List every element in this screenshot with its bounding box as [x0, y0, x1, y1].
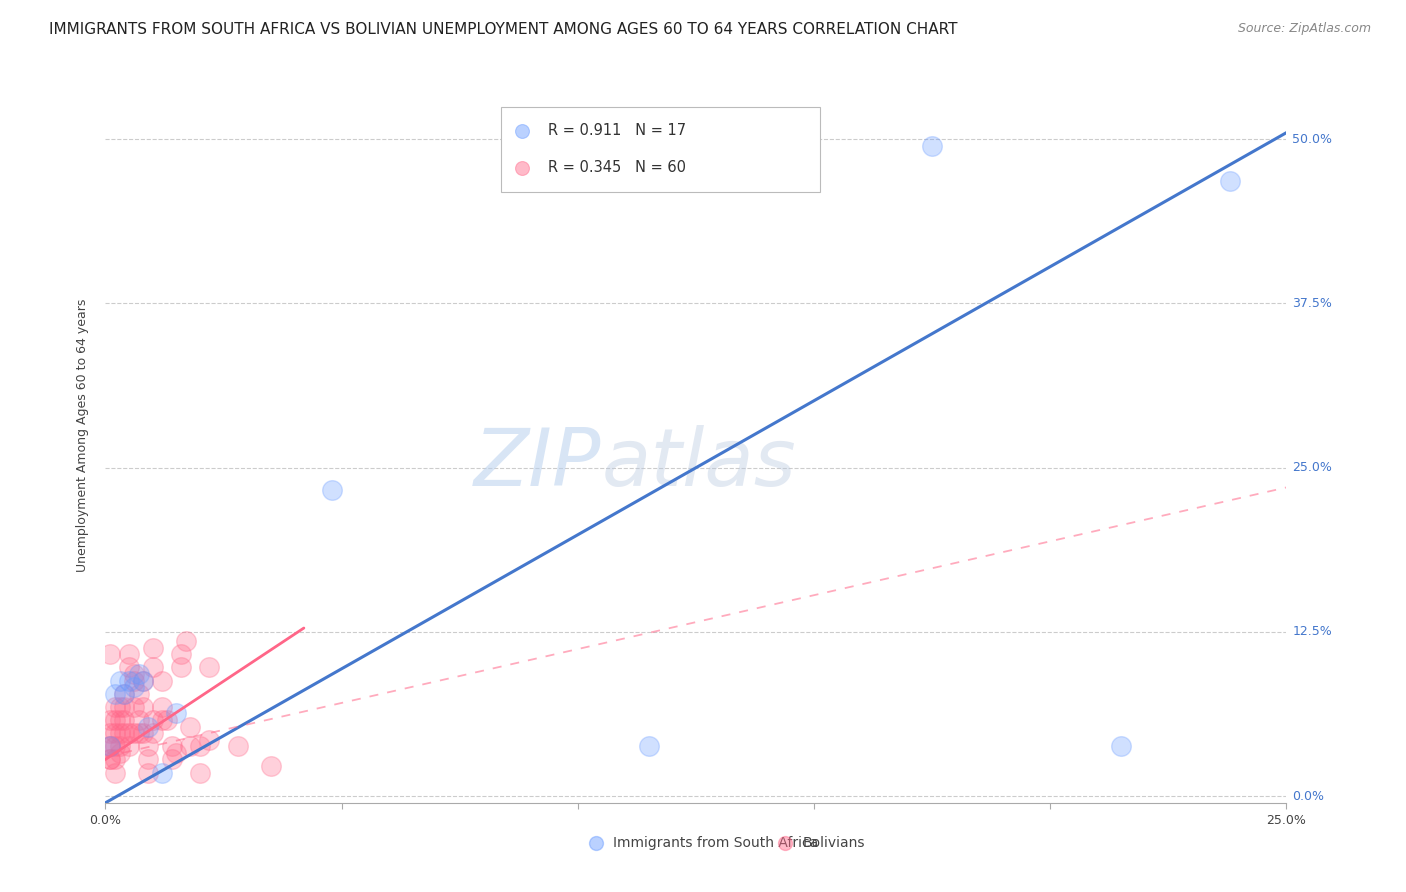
- Point: [118, 673, 141, 688]
- Point: [165, 706, 187, 721]
- Y-axis label: Unemployment Among Ages 60 to 64 years: Unemployment Among Ages 60 to 64 years: [76, 298, 90, 572]
- Text: 50.0%: 50.0%: [1292, 133, 1333, 145]
- Point: [98, 739, 121, 754]
- Point: [150, 673, 173, 688]
- Point: [136, 720, 159, 734]
- Point: [122, 726, 145, 740]
- Point: [188, 765, 211, 780]
- Point: [165, 746, 187, 760]
- Point: [98, 752, 121, 766]
- Point: [150, 713, 173, 727]
- Point: [136, 752, 159, 766]
- Point: [112, 713, 135, 727]
- Point: [104, 752, 127, 766]
- Point: [179, 739, 201, 754]
- Point: [321, 483, 343, 497]
- Point: [128, 713, 150, 727]
- Point: [108, 673, 131, 688]
- Point: [118, 739, 141, 754]
- Point: [198, 732, 221, 747]
- Point: [170, 660, 193, 674]
- Point: [98, 726, 121, 740]
- Point: [637, 739, 659, 754]
- Text: IMMIGRANTS FROM SOUTH AFRICA VS BOLIVIAN UNEMPLOYMENT AMONG AGES 60 TO 64 YEARS : IMMIGRANTS FROM SOUTH AFRICA VS BOLIVIAN…: [49, 22, 957, 37]
- Point: [104, 765, 127, 780]
- Point: [132, 726, 155, 740]
- Point: [104, 726, 127, 740]
- Text: ZIP: ZIP: [474, 425, 602, 503]
- Text: 12.5%: 12.5%: [1292, 625, 1331, 639]
- Text: atlas: atlas: [602, 425, 796, 503]
- Text: R = 0.911   N = 17: R = 0.911 N = 17: [548, 123, 686, 138]
- Text: 37.5%: 37.5%: [1292, 297, 1333, 310]
- Point: [122, 667, 145, 681]
- Text: Bolivians: Bolivians: [803, 837, 865, 850]
- Point: [198, 660, 221, 674]
- Point: [226, 739, 249, 754]
- Point: [98, 739, 121, 754]
- Point: [136, 739, 159, 754]
- Point: [112, 687, 135, 701]
- Point: [104, 687, 127, 701]
- Text: Immigrants from South Africa: Immigrants from South Africa: [613, 837, 818, 850]
- Point: [188, 739, 211, 754]
- Point: [150, 699, 173, 714]
- Point: [142, 713, 165, 727]
- Point: [112, 726, 135, 740]
- Point: [179, 720, 201, 734]
- Point: [174, 634, 197, 648]
- Point: [108, 699, 131, 714]
- Point: [122, 680, 145, 694]
- Point: [118, 726, 141, 740]
- Point: [260, 759, 283, 773]
- Point: [160, 752, 183, 766]
- Point: [108, 726, 131, 740]
- Point: [142, 726, 165, 740]
- Point: [122, 699, 145, 714]
- FancyBboxPatch shape: [501, 107, 820, 192]
- Point: [108, 746, 131, 760]
- Text: 25.0%: 25.0%: [1292, 461, 1333, 475]
- Text: Source: ZipAtlas.com: Source: ZipAtlas.com: [1237, 22, 1371, 36]
- Point: [104, 739, 127, 754]
- Point: [132, 673, 155, 688]
- Point: [136, 765, 159, 780]
- Point: [98, 648, 121, 662]
- Point: [108, 739, 131, 754]
- Point: [156, 713, 179, 727]
- Point: [142, 640, 165, 655]
- Point: [104, 713, 127, 727]
- Point: [98, 752, 121, 766]
- Point: [104, 699, 127, 714]
- Point: [170, 648, 193, 662]
- Point: [122, 673, 145, 688]
- Point: [98, 739, 121, 754]
- Text: R = 0.345   N = 60: R = 0.345 N = 60: [548, 161, 686, 175]
- Point: [150, 765, 173, 780]
- Point: [921, 138, 943, 153]
- Point: [132, 699, 155, 714]
- Point: [128, 667, 150, 681]
- Point: [98, 713, 121, 727]
- Point: [1109, 739, 1132, 754]
- Point: [108, 713, 131, 727]
- Point: [128, 726, 150, 740]
- Text: 0.0%: 0.0%: [1292, 789, 1324, 803]
- Point: [1219, 174, 1241, 188]
- Point: [118, 648, 141, 662]
- Point: [118, 660, 141, 674]
- Point: [112, 687, 135, 701]
- Point: [132, 673, 155, 688]
- Point: [112, 699, 135, 714]
- Point: [142, 660, 165, 674]
- Point: [128, 687, 150, 701]
- Point: [160, 739, 183, 754]
